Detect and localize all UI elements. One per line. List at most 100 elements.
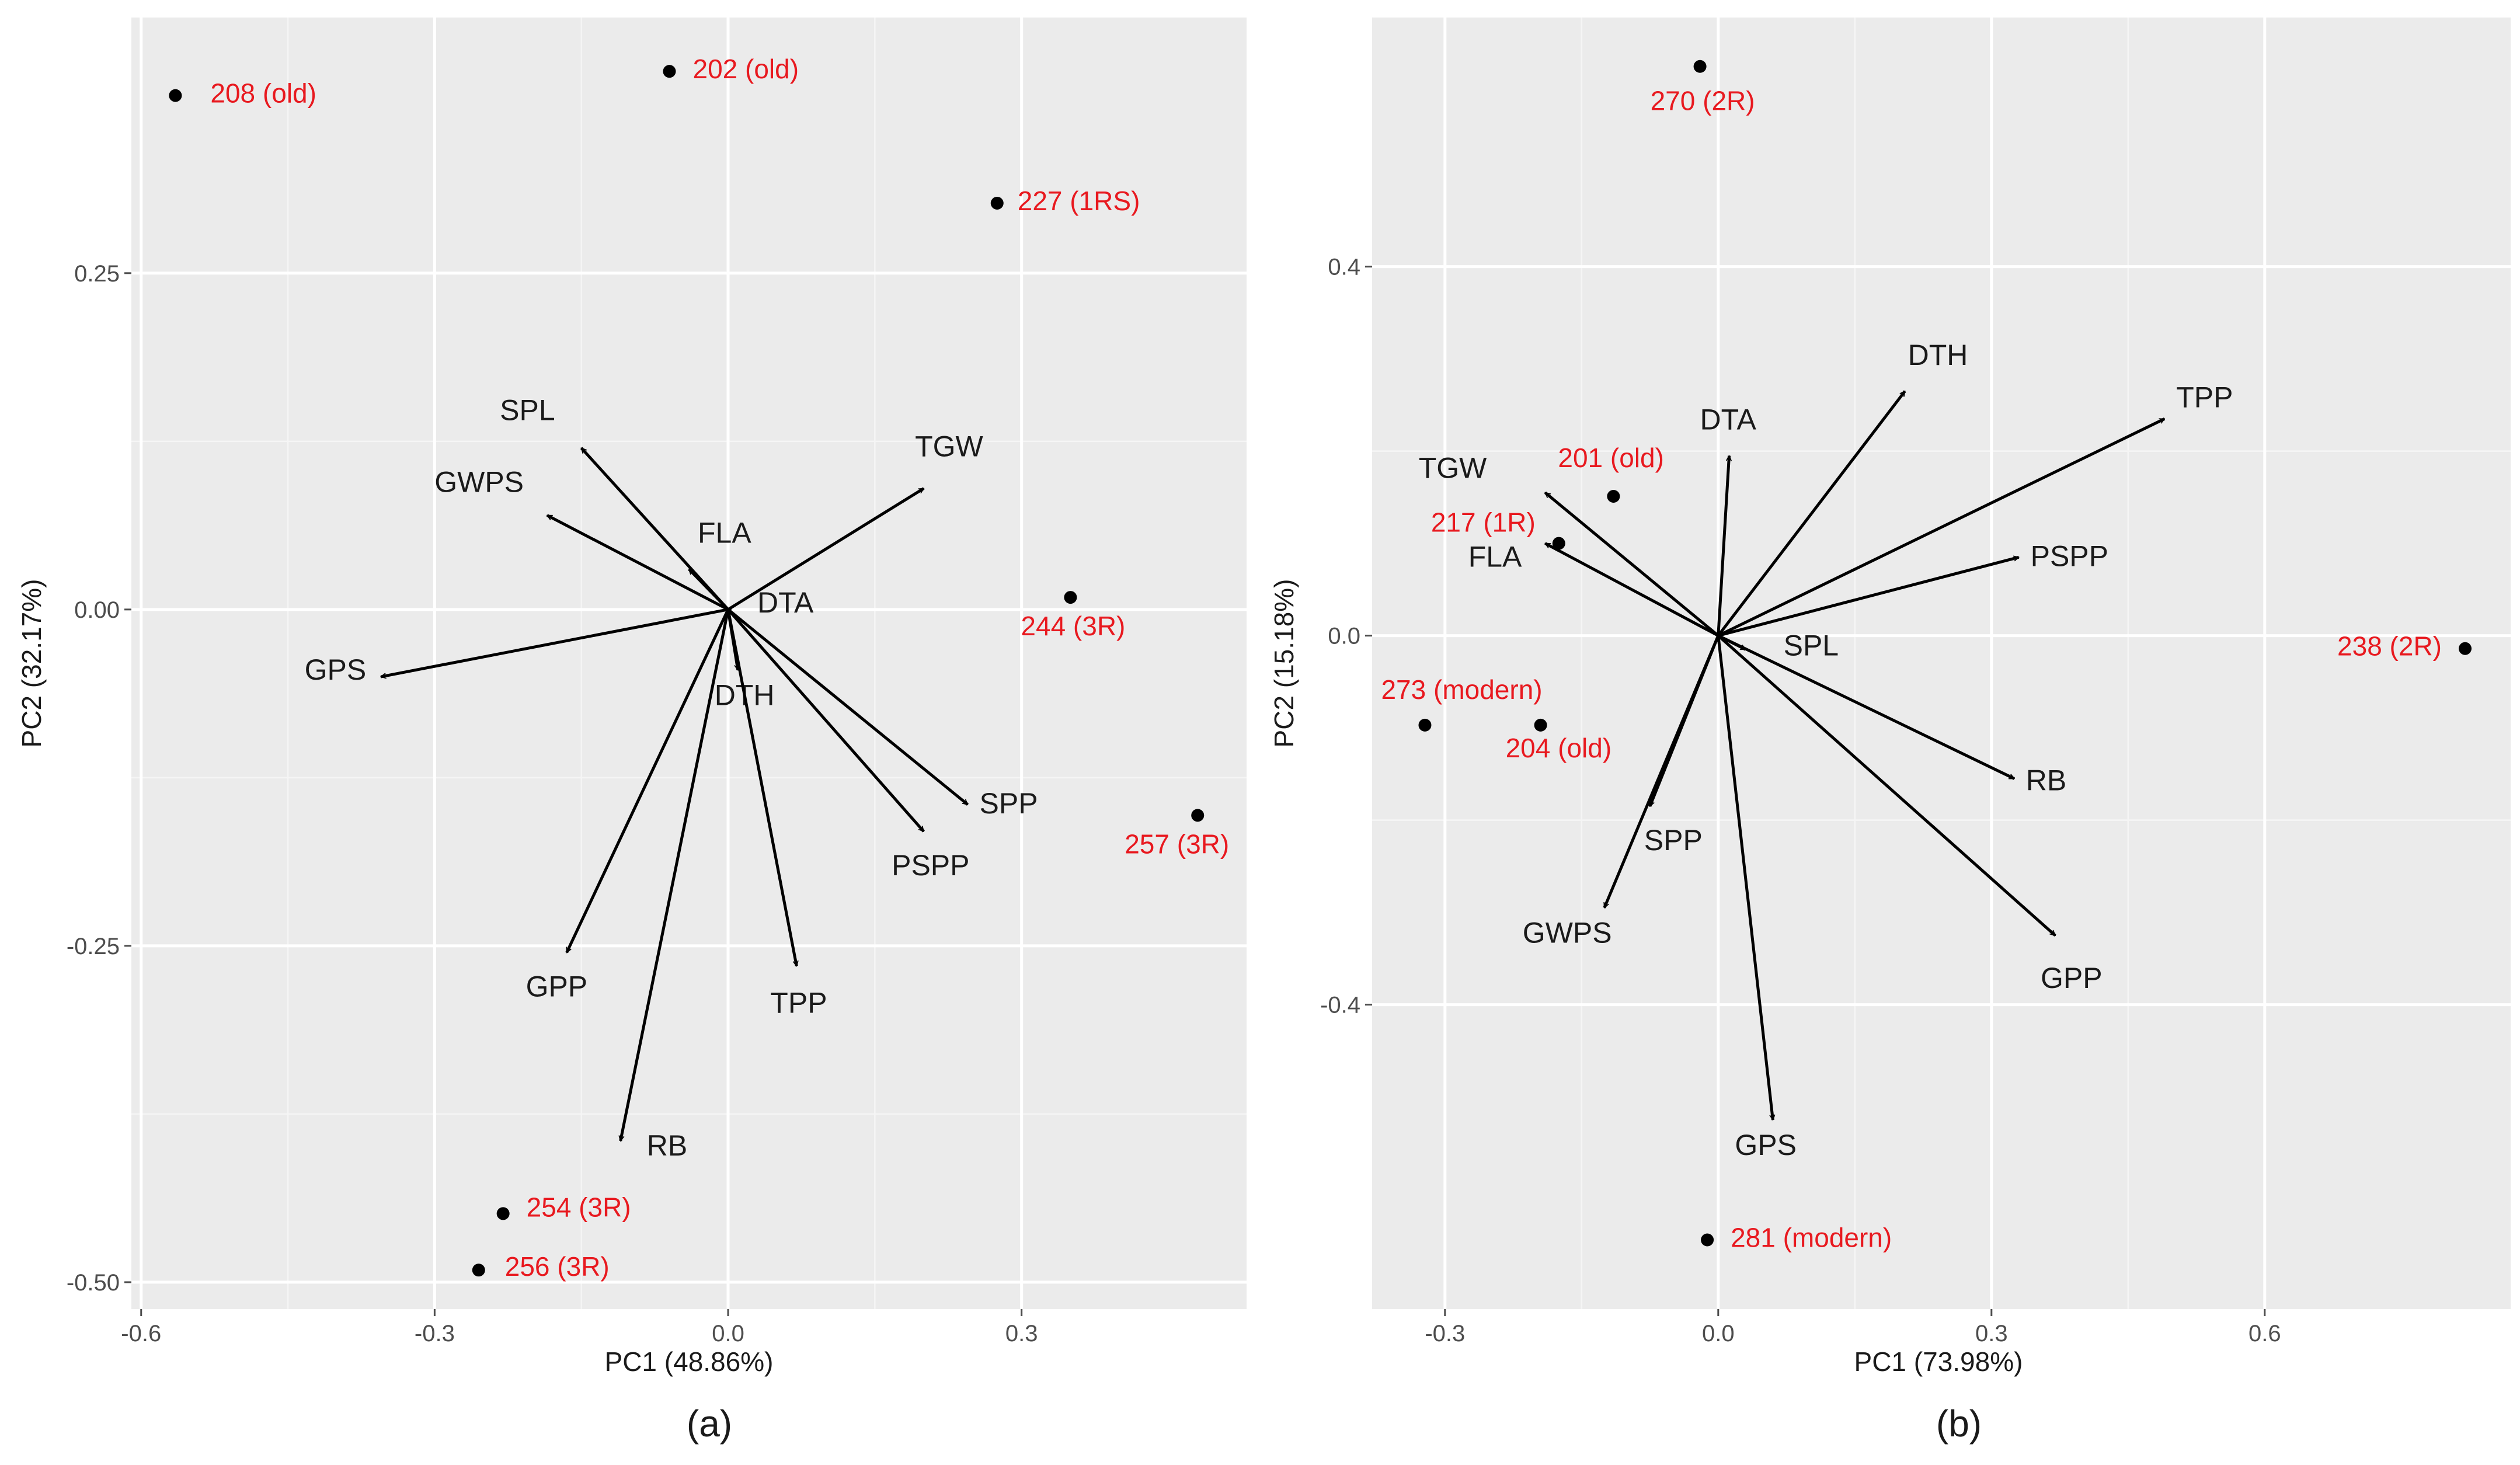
panel-a-caption: (a) (687, 1403, 732, 1445)
vector-label-pspp: PSPP (2031, 540, 2108, 572)
vector-label-gpp: GPP (2041, 962, 2103, 994)
panel-a-background (131, 18, 1247, 1309)
vector-label-spp: SPP (980, 787, 1038, 820)
panel-a-x-axis-label: PC1 (48.86%) (605, 1346, 774, 1377)
vector-label-dta: DTA (757, 586, 814, 619)
y-tick-label: 0.00 (74, 597, 120, 623)
vector-label-dth: DTH (1908, 339, 1968, 371)
point-256-3r (472, 1264, 485, 1277)
vector-arrow-fla (688, 568, 729, 611)
point-label-202-old: 202 (old) (692, 54, 799, 84)
vector-arrow-tgw (1544, 491, 1720, 637)
panel-a-points: 208 (old) 202 (old) 227 (1RS) 244 (3R) 257 (… (169, 54, 1229, 1282)
vector-arrow-pspp (1718, 557, 2019, 638)
x-tick-label: 0.0 (1702, 1321, 1735, 1346)
y-tick-label: -0.25 (67, 934, 120, 959)
vector-arrow-gps (381, 608, 729, 677)
point-label-238-2r: 238 (2R) (2337, 631, 2442, 662)
vector-label-rb: RB (647, 1129, 687, 1162)
vector-label-tpp: TPP (770, 986, 827, 1019)
vector-label-spp: SPP (1644, 824, 1703, 857)
point-label-257-3r: 257 (3R) (1125, 829, 1229, 859)
vector-arrow-dth (1717, 390, 1906, 637)
point-254-3r (496, 1207, 510, 1220)
point-label-204-old: 204 (old) (1506, 733, 1612, 763)
vector-arrow-rb (1717, 634, 2014, 780)
panel-b-caption: (b) (1936, 1403, 1982, 1445)
point-281-modern (1701, 1233, 1714, 1247)
vector-label-tpp: TPP (2176, 381, 2233, 413)
vector-arrow-tgw (727, 487, 924, 611)
panel-b-background (1372, 18, 2511, 1309)
point-204-old (1534, 718, 1547, 732)
point-273-modern (1418, 718, 1432, 732)
point-257-3r (1191, 809, 1205, 822)
vector-arrow-fla (1545, 542, 1719, 637)
vector-arrow-gpp (1717, 634, 2056, 937)
vector-arrow-rb (621, 609, 730, 1141)
vector-label-tgw: TGW (1419, 452, 1487, 485)
vector-label-gps: GPS (1735, 1129, 1797, 1161)
x-tick-label: 0.6 (2248, 1321, 2281, 1346)
vector-label-tgw: TGW (915, 430, 983, 462)
vector-arrow-tpp (1717, 417, 2164, 637)
panel-b-gridlines (1372, 18, 2511, 1309)
point-label-281-modern: 281 (modern) (1731, 1223, 1892, 1253)
panel-a: -0.6 -0.3 0.0 0.3 -0.50 -0.25 0.00 0.25 SPL GWPS… (16, 18, 1247, 1445)
point-label-244-3r: 244 (3R) (1021, 611, 1125, 641)
panel-a-y-axis-label: PC2 (32.17%) (16, 579, 47, 748)
x-tick-label: 0.0 (712, 1321, 744, 1346)
x-tick-label: -0.6 (121, 1321, 161, 1346)
x-tick-label: -0.3 (415, 1321, 455, 1346)
vector-arrow-pspp (727, 608, 925, 833)
point-201-old (1607, 490, 1620, 503)
y-tick-label: 0.0 (1328, 624, 1360, 649)
vector-arrow-dta (1717, 456, 1729, 636)
vector-label-fla: FLA (698, 517, 751, 549)
point-label-273-modern: 273 (modern) (1381, 674, 1542, 705)
vector-arrow-gpp (565, 608, 730, 953)
point-238-2r (2459, 642, 2472, 655)
vector-label-gps: GPS (305, 653, 367, 686)
point-label-227-1rs: 227 (1RS) (1018, 186, 1140, 216)
point-label-217-1r: 217 (1R) (1431, 507, 1536, 538)
point-208-old (169, 89, 182, 102)
panel-a-gridlines (131, 18, 1247, 1309)
y-tick-label: 0.25 (74, 261, 120, 287)
point-label-256-3r: 256 (3R) (505, 1251, 610, 1282)
vector-label-gpp: GPP (526, 970, 588, 1003)
point-217-1r (1552, 537, 1565, 550)
x-tick-label: -0.3 (1425, 1321, 1465, 1346)
panel-b-y-axis-label: PC2 (15.18%) (1269, 579, 1299, 748)
point-270-2r (1693, 60, 1707, 73)
y-tick-label: -0.50 (67, 1270, 120, 1296)
x-tick-label: 0.3 (1005, 1321, 1038, 1346)
panel-a-ticks: -0.6 -0.3 0.0 0.3 -0.50 -0.25 0.00 0.25 (67, 261, 1038, 1346)
vector-arrow-gwps (1603, 635, 1720, 908)
vector-label-rb: RB (2026, 764, 2066, 797)
x-tick-label: 0.3 (1975, 1321, 2008, 1346)
panel-b-points: 270 (2R) 201 (old) 217 (1R) 238 (2R) 273 (mo… (1381, 60, 2472, 1253)
point-label-254-3r: 254 (3R) (527, 1192, 631, 1222)
panel-b-ticks: -0.3 0.0 0.3 0.6 -0.4 0.0 0.4 (1320, 255, 2281, 1346)
y-tick-label: -0.4 (1320, 993, 1360, 1018)
point-202-old (663, 65, 676, 78)
point-label-270-2r: 270 (2R) (1651, 86, 1755, 116)
vector-label-spl: SPL (500, 394, 555, 426)
vector-label-pspp: PSPP (892, 849, 969, 882)
panel-b: -0.3 0.0 0.3 0.6 -0.4 0.0 0.4 DTH TPP DTA TGW FLA P… (1269, 18, 2511, 1445)
vector-arrow-gps (1717, 635, 1773, 1121)
vector-label-gwps: GWPS (434, 466, 524, 499)
vector-arrow-tpp (726, 609, 796, 966)
vector-label-fla: FLA (1468, 541, 1522, 573)
point-227-1rs (990, 196, 1004, 210)
point-label-208-old: 208 (old) (210, 78, 316, 109)
point-244-3r (1064, 591, 1077, 604)
vector-arrow-gwps (547, 514, 729, 611)
vector-label-dta: DTA (1700, 403, 1757, 436)
vector-label-gwps: GWPS (1523, 917, 1612, 949)
vector-arrow-spp (727, 608, 969, 806)
panel-b-vectors: DTH TPP DTA TGW FLA PSPP SPL RB SPP GWPS GPP GPS (1419, 339, 2233, 1161)
